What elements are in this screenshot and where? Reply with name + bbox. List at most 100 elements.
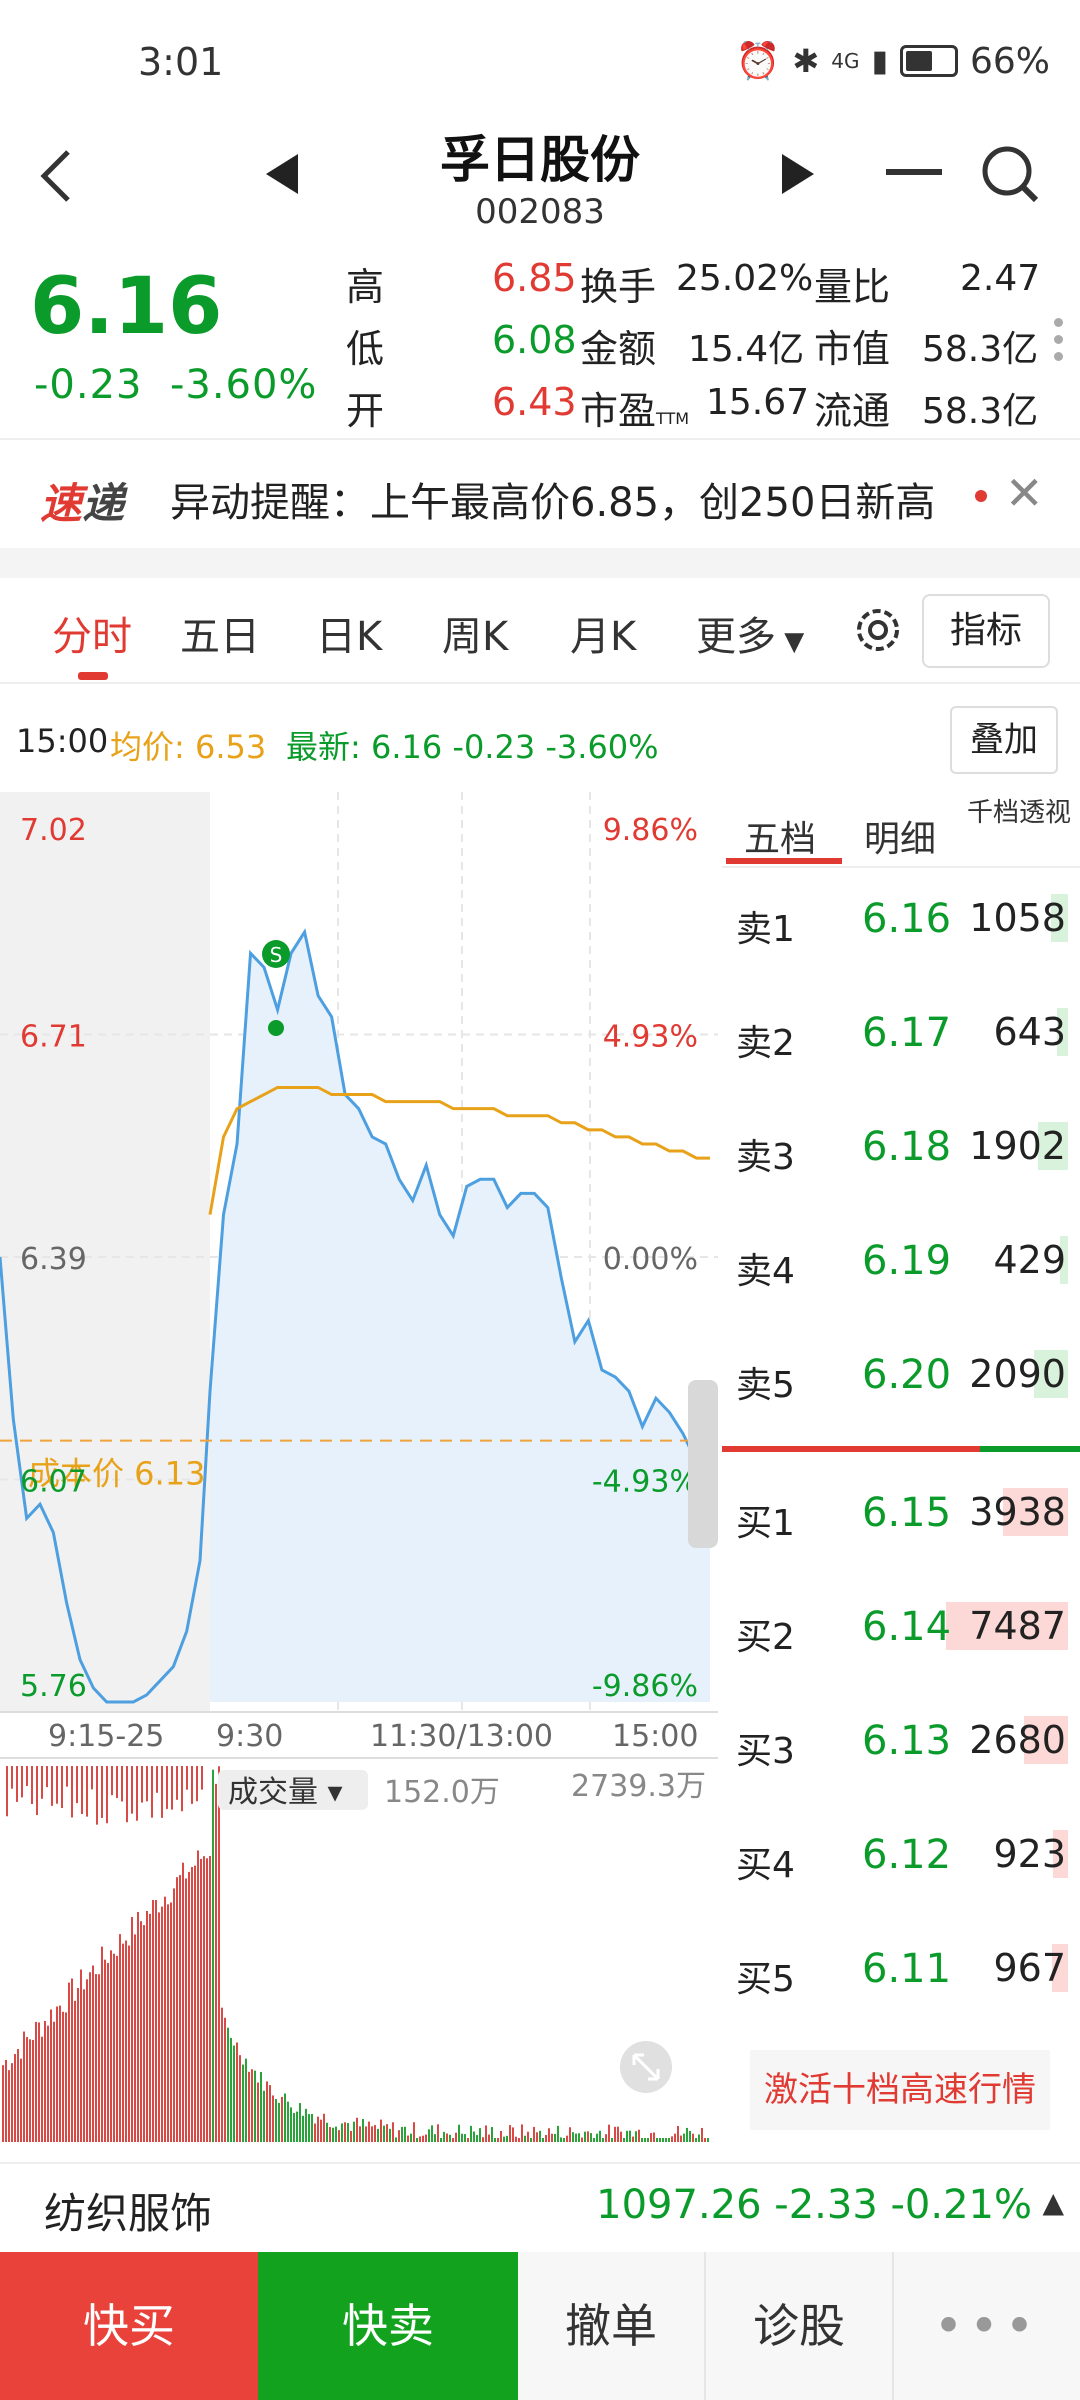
volume-bar bbox=[464, 2134, 466, 2142]
volume-bar bbox=[50, 2009, 52, 2142]
volume-bar bbox=[623, 2138, 625, 2142]
ask-volume-bar bbox=[1057, 1008, 1068, 1056]
float-label: 流通 bbox=[814, 389, 891, 433]
volume-bar bbox=[11, 1766, 13, 1789]
average-line bbox=[208, 1085, 710, 1215]
volume-bar bbox=[455, 2132, 457, 2142]
sector-bar[interactable] bbox=[0, 2162, 1080, 2254]
volume-bar bbox=[449, 2134, 451, 2142]
ask-row[interactable]: 卖3 6.18 1902 bbox=[732, 1108, 1072, 1188]
bid-row[interactable]: 买1 6.15 3938 bbox=[732, 1474, 1072, 1554]
volume-bar bbox=[335, 2126, 337, 2142]
minus-icon[interactable] bbox=[886, 166, 942, 180]
indicator-button[interactable]: 指标 bbox=[922, 594, 1050, 668]
tab-monthly-k[interactable]: 月K bbox=[570, 614, 637, 660]
bid-row[interactable]: 买2 6.14 7487 bbox=[732, 1588, 1072, 1668]
volume-bar bbox=[201, 1766, 203, 1790]
next-stock-icon[interactable] bbox=[778, 152, 818, 196]
volume-bar bbox=[446, 2133, 448, 2142]
volume-bar bbox=[389, 2128, 391, 2142]
volume-bar bbox=[71, 1978, 73, 2142]
x-tick: 9:30 bbox=[216, 1719, 283, 1754]
more-button[interactable]: ••• bbox=[894, 2252, 1080, 2400]
volume-bar bbox=[434, 2134, 436, 2142]
tab-five-day[interactable]: 五日 bbox=[180, 614, 260, 660]
volume-bar bbox=[188, 1871, 190, 2142]
volume-bar bbox=[428, 2129, 430, 2142]
tab-detail[interactable]: 明细 bbox=[864, 819, 937, 860]
high-label: 高 bbox=[346, 265, 385, 309]
ask-row[interactable]: 卖5 6.20 2090 bbox=[732, 1336, 1072, 1416]
volume-bar bbox=[206, 1858, 208, 2142]
volume-bar bbox=[440, 2138, 442, 2142]
prev-stock-icon[interactable] bbox=[262, 152, 302, 196]
volume-bar bbox=[572, 2132, 574, 2142]
tab-daily-k[interactable]: 日K bbox=[316, 614, 383, 660]
caret-up-icon[interactable]: ▲ bbox=[1042, 2186, 1064, 2219]
quick-sell-button[interactable]: 快卖 bbox=[258, 2252, 518, 2400]
volume-bar bbox=[131, 1916, 133, 2142]
volume-bar bbox=[362, 2119, 364, 2142]
ask-row[interactable]: 卖4 6.19 429 bbox=[732, 1222, 1072, 1302]
tab-intraday[interactable]: 分时 bbox=[52, 614, 132, 660]
price-line bbox=[0, 928, 712, 1704]
alert-banner[interactable] bbox=[0, 438, 1080, 550]
more-vertical-icon[interactable] bbox=[1054, 318, 1064, 361]
y-tick-left: 6.71 bbox=[20, 1020, 87, 1055]
volume-bar bbox=[121, 1766, 123, 1802]
volume-bar bbox=[356, 2117, 358, 2142]
volume-bar bbox=[314, 2123, 316, 2142]
volume-bar bbox=[242, 2064, 244, 2142]
change-value: -0.23 bbox=[34, 362, 143, 408]
bid-volume-bar bbox=[1003, 1488, 1068, 1536]
volume-bar bbox=[305, 2108, 307, 2142]
tab-more[interactable]: 更多 ▼ bbox=[696, 614, 805, 660]
volume-bar bbox=[113, 1953, 115, 2142]
volume-bar bbox=[656, 2138, 658, 2142]
bid-volume: 923 bbox=[993, 1832, 1066, 1876]
intraday-chart[interactable]: 成本价 6.13 S 7.02 6.71 6.39 6.07 5.76 9.86% 4.93% 0… bbox=[0, 792, 720, 2162]
volume-bar bbox=[695, 2138, 697, 2142]
bid-row[interactable]: 买4 6.12 923 bbox=[732, 1816, 1072, 1896]
bid-row[interactable]: 买5 6.11 967 bbox=[732, 1930, 1072, 2010]
volume-bar bbox=[41, 2036, 43, 2142]
volume-bar bbox=[377, 2128, 379, 2142]
bid-volume-bar bbox=[946, 1602, 1068, 1650]
cancel-order-button[interactable]: 撤单 bbox=[518, 2252, 706, 2400]
back-icon[interactable] bbox=[36, 146, 76, 206]
tab-depth[interactable]: 千档透视 bbox=[966, 798, 1071, 828]
overlay-button[interactable]: 叠加 bbox=[950, 706, 1058, 774]
volume-bar bbox=[31, 1766, 33, 1805]
volume-bar bbox=[323, 2113, 325, 2142]
diagnose-button[interactable]: 诊股 bbox=[706, 2252, 894, 2400]
volume-bar bbox=[134, 1934, 136, 2142]
ask-price: 6.19 bbox=[862, 1238, 952, 1284]
volume-bar bbox=[230, 2037, 232, 2142]
volume-bar bbox=[308, 2114, 310, 2142]
search-icon[interactable] bbox=[980, 144, 1040, 204]
change-percent: -3.60% bbox=[169, 362, 318, 408]
ask-volume-bar bbox=[1037, 1122, 1068, 1170]
volume-bar bbox=[497, 2138, 499, 2142]
volume-bar bbox=[605, 2134, 607, 2142]
volume-bar bbox=[425, 2134, 427, 2142]
volume-bar bbox=[332, 2127, 334, 2142]
ask-volume: 429 bbox=[993, 1238, 1066, 1282]
volume-bar bbox=[141, 1766, 143, 1803]
ask-row[interactable]: 卖2 6.17 643 bbox=[732, 994, 1072, 1074]
volume-bar bbox=[254, 2070, 256, 2142]
ask-row[interactable]: 卖1 6.16 1058 bbox=[732, 880, 1072, 960]
volume-bar bbox=[437, 2124, 439, 2142]
quick-buy-button[interactable]: 快买 bbox=[0, 2252, 258, 2400]
volume-bar bbox=[74, 2000, 76, 2142]
volume-bar bbox=[371, 2126, 373, 2142]
close-icon[interactable]: ✕ bbox=[1005, 466, 1044, 520]
gear-icon[interactable] bbox=[852, 604, 904, 656]
volume-bar bbox=[106, 1766, 108, 1824]
tab-five-levels[interactable]: 五档 bbox=[744, 819, 817, 860]
activate-level10-button[interactable]: 激活十档高速行情 bbox=[750, 2050, 1050, 2130]
volume-bar bbox=[575, 2133, 577, 2142]
volume-bar bbox=[611, 2138, 613, 2142]
bid-row[interactable]: 买3 6.13 2680 bbox=[732, 1702, 1072, 1782]
tab-weekly-k[interactable]: 周K bbox=[442, 614, 509, 660]
